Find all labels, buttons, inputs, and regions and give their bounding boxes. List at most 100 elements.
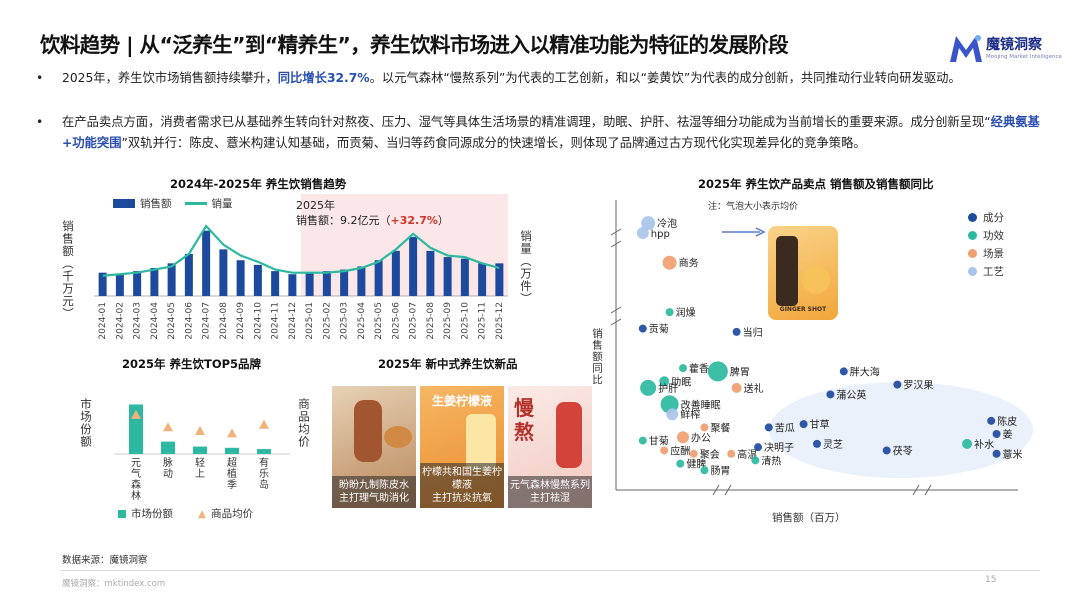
point-label: 陈皮 [997,415,1017,428]
bar-轻上 [193,446,207,454]
bullet-text: 在产品卖点方面，消费者需求已从基础养生转向针对熬夜、压力、湿气等具体生活场景的精… [62,115,991,129]
product-desc-1: 主打理气助消化 [339,493,409,504]
bar-2024-06 [184,254,193,296]
point-label: 助眠 [671,375,691,388]
legend-dot [968,212,977,222]
legend-label-sales: 销售额 [140,198,172,210]
trend-chart: 2024-01 2024-02 2024-03 2024-04 2024-05 2024-… [94,194,508,340]
point-label: 胖大海 [850,365,880,378]
x-tick-label: 2024-09 [236,302,246,340]
x-tick-label: 岛 [259,478,269,491]
x-tick-label: 季 [227,479,237,491]
product-desc-2: 主打抗炎抗氧 [432,493,492,504]
point-苦瓜 [764,423,773,432]
scatter-product-image: GINGER SHOT [768,226,838,320]
price-marker-有乐岛 [259,419,269,429]
point-label: 冷泡 [657,217,677,230]
point-决明子 [754,443,763,452]
bullet-highlight: 经典氨基+功能突围 [62,115,1040,150]
x-tick-label: 元 [131,458,141,469]
x-tick-label: 2024-06 [184,302,194,340]
x-tick-label: 2025-12 [495,302,505,340]
x-tick-label: 2024-04 [150,302,160,340]
bar-2025-01 [305,272,314,296]
x-tick-label: 2025-10 [460,302,470,340]
annotation-sales: 销售额：9.2亿元（ [296,214,391,227]
legend-dot [968,230,977,240]
data-source: 数据来源：魔镜洞察 [62,555,148,566]
legend-item: 成分 [968,208,1038,226]
bar-有乐岛 [257,449,271,454]
point-label: 护肝 [658,382,678,395]
point-护肝 [640,379,657,396]
product-caption-2: 柠檬共和国生姜柠檬液 主打抗炎抗氧 [420,463,504,508]
x-tick-label: 2024-11 [271,302,281,340]
point-灵芝 [813,439,821,448]
point-藿香 [679,364,687,373]
bullet-selling-points: • 在产品卖点方面，消费者需求已从基础养生转向针对熬夜、压力、湿气等具体生活场景… [36,112,1056,178]
x-axis-break [924,484,932,496]
x-tick-label: 2024-03 [133,302,143,340]
brand-subtitle: Moojing Market Intelligence [986,54,1062,60]
legend-label-price: 商品均价 [211,508,254,520]
x-tick-label: 动 [163,468,173,480]
product-bottle-2 [466,414,496,470]
brand-chart-title: 2025年 养生饮TOP5品牌 [122,357,262,371]
bar-2025-10 [460,258,469,296]
products-title: 2025年 新中式养生饮新品 [378,357,518,371]
point-胖大海 [839,367,848,376]
moojing-logo-icon [950,35,982,62]
point-补水 [962,438,973,449]
y-axis-break [610,228,622,236]
scatter-x-axis-label: 销售额（百万） [772,512,846,524]
point-脾胃 [707,361,728,382]
bar-2025-04 [357,266,366,296]
point-应酬 [660,446,669,455]
annotation-growth: +32.7% [390,214,438,227]
x-axis-break [712,484,720,496]
bar-2024-08 [219,249,228,296]
point-陈皮 [987,416,996,425]
product-card-3: 慢熬 元气森林慢熬系列 主打祛湿 [508,386,592,508]
x-tick-label: 2025-08 [426,302,436,340]
legend-swatch-line [184,202,207,205]
x-tick-label: 2025-07 [409,302,419,340]
line-series-volume [102,224,500,277]
legend-label: 场景 [983,247,1004,260]
point-label: 改善睡眠 [681,398,721,411]
point-当归 [732,327,741,336]
product-bottle-1 [354,400,382,462]
x-tick-label: 2025-03 [340,302,350,340]
x-tick-label: 气 [131,467,141,480]
legend-item: 工艺 [968,262,1038,280]
bullet-dot: • [36,115,44,129]
x-tick-label: 2024-01 [98,302,108,340]
point-label: 送礼 [744,382,764,395]
product-caption-1: 盼盼九制陈皮水 主打理气助消化 [332,476,416,508]
x-tick-label: 2025-09 [443,302,453,340]
point-label: 苦瓜 [775,421,795,434]
legend-swatch-share [118,509,126,518]
brand-chart: 元气森林 脉动 轻上 超植季 有乐岛 [114,404,290,502]
product-fruit-1 [384,426,412,448]
x-tick-label: 轻 [195,456,205,469]
point-label: 贡菊 [649,324,669,336]
product-caption-3: 元气森林慢熬系列 主打祛湿 [508,476,592,508]
brand-logo: 魔镜洞察 Moojing Market Intelligence [948,30,1073,72]
product-big-text: 慢熬 [514,396,534,444]
trend-y-axis-label: 销售额（千万元） [61,220,75,320]
point-蒲公英 [826,390,835,399]
point-label: 健脾 [686,458,706,471]
x-tick-label: 上 [195,468,205,480]
y-axis-break [610,318,622,326]
point-label: 商务 [679,257,699,270]
brand-legend: 市场份额 ▲ 商品均价 [118,506,253,521]
point-label: 聚会 [700,448,720,461]
bullet-text: ”双轨并行：陈皮、薏米构建认知基础，而贡菊、当归等药食同源成分的快速增长，则体现… [121,136,866,150]
brand-y2-axis-label: 商品均价 [297,398,311,448]
bar-脉动 [161,441,175,454]
bar-2025-08 [426,250,435,296]
y-axis-break [610,240,622,248]
point-label: 补水 [974,438,994,451]
